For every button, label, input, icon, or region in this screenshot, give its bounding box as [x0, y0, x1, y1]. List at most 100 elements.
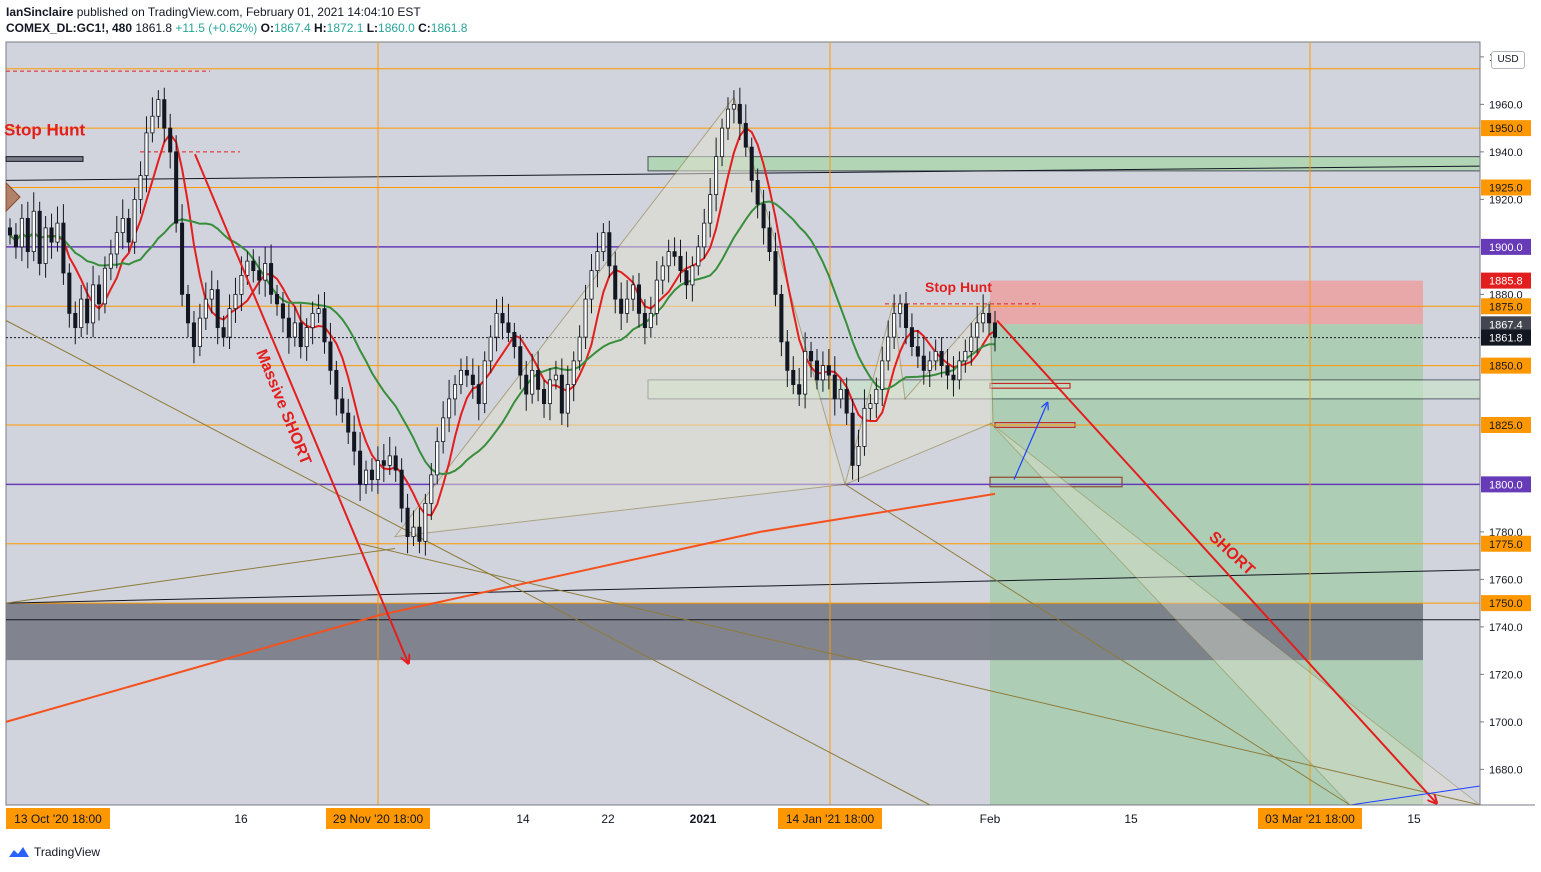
price-axis[interactable]: 1980.01960.01940.01920.01880.01780.01760…	[1479, 42, 1535, 805]
candle-body	[512, 331, 517, 348]
candle-body	[714, 156, 719, 196]
candle-body	[542, 388, 547, 405]
candle	[678, 239, 683, 283]
candle	[553, 360, 558, 390]
candle	[500, 296, 505, 340]
candle	[488, 325, 493, 373]
candle	[785, 330, 790, 387]
candle-body	[482, 360, 487, 405]
candle	[903, 292, 909, 345]
candle-body	[458, 369, 463, 386]
symbol-label[interactable]: COMEX_DL:GC1!, 480	[6, 21, 133, 35]
candle-body	[506, 322, 511, 333]
candle	[945, 349, 950, 390]
candle	[482, 351, 487, 414]
candle	[909, 313, 914, 357]
candle-body	[476, 384, 481, 405]
level-tag-label: 1950.0	[1489, 123, 1523, 135]
ma-long-orange	[5, 492, 996, 723]
candle-body	[892, 312, 897, 338]
candle	[547, 368, 552, 421]
candle	[702, 208, 707, 259]
candle	[209, 270, 214, 314]
currency-badge[interactable]: USD	[1491, 51, 1525, 69]
candle-body	[411, 526, 416, 538]
candle-body	[310, 312, 315, 329]
level-tag-bg	[1481, 179, 1531, 196]
candle-body	[755, 179, 760, 205]
candle-body	[352, 431, 357, 452]
time-tag-bg	[778, 808, 882, 829]
time-tick-label: 2021	[690, 812, 717, 826]
candles-layer	[7, 87, 998, 556]
publish-line: IanSinclaire published on TradingView.co…	[6, 4, 467, 20]
candle	[987, 303, 992, 335]
candle-body	[233, 293, 238, 310]
candle	[328, 322, 333, 385]
candle	[399, 458, 404, 523]
candle-body	[369, 469, 374, 481]
candle-body	[322, 308, 327, 343]
footer-brand[interactable]: TradingView	[34, 845, 101, 859]
time-axis[interactable]: 13 Oct '20 18:00 16 29 Nov '20 18:00 14 22 20…	[6, 804, 1535, 832]
candle	[850, 398, 855, 480]
candle	[470, 358, 475, 399]
time-tick-label: 15	[1124, 812, 1138, 826]
bounce-arrow-blue	[1013, 404, 1047, 480]
candle	[144, 116, 149, 193]
candle	[963, 339, 968, 373]
candle	[838, 379, 843, 409]
candle-body	[102, 267, 107, 305]
candle-body	[672, 251, 677, 257]
candle-body	[470, 374, 475, 386]
candle-body	[13, 234, 18, 248]
candle-body	[251, 260, 256, 272]
low-label: L:	[366, 21, 379, 35]
price-tag-label: 1861.8	[1489, 333, 1523, 345]
candle-body	[185, 293, 191, 324]
candle	[571, 351, 576, 402]
trendline-lower	[5, 548, 396, 604]
candle-body	[832, 374, 837, 400]
zones-layer	[5, 156, 1481, 805]
candle	[868, 394, 873, 421]
candle	[191, 311, 196, 364]
candle	[749, 137, 754, 193]
candle	[476, 365, 481, 421]
author-name[interactable]: IanSinclaire	[6, 5, 74, 19]
candle-body	[850, 412, 855, 466]
candle	[441, 401, 446, 454]
candle-body	[298, 322, 303, 348]
candle-body	[720, 127, 725, 158]
candle	[832, 356, 837, 416]
candle-body	[690, 265, 695, 286]
candle	[755, 168, 760, 219]
candle-body	[245, 260, 250, 276]
candle	[690, 256, 695, 302]
candle-body	[49, 227, 54, 243]
candle-body	[927, 360, 932, 371]
candle	[61, 204, 66, 285]
price-tick-label: 1920.0	[1489, 194, 1523, 206]
candle-body	[292, 322, 297, 338]
candle	[411, 510, 416, 547]
candle	[19, 204, 24, 262]
last-price: 1861.8	[135, 21, 173, 35]
candle-body	[61, 222, 66, 274]
candle	[453, 375, 458, 416]
level-tag-label: 1800.0	[1489, 479, 1523, 491]
candle-body	[488, 336, 493, 362]
candle	[595, 232, 600, 288]
candle-body	[939, 350, 944, 367]
candle-body	[607, 232, 612, 267]
candle-body	[138, 175, 143, 200]
candle	[269, 244, 274, 304]
candle-body	[844, 388, 849, 414]
candle-body	[126, 217, 131, 243]
candle-body	[132, 198, 137, 243]
candle-body	[553, 374, 558, 381]
candle	[708, 178, 713, 238]
candle-body	[565, 384, 570, 414]
candle-body	[731, 103, 736, 110]
